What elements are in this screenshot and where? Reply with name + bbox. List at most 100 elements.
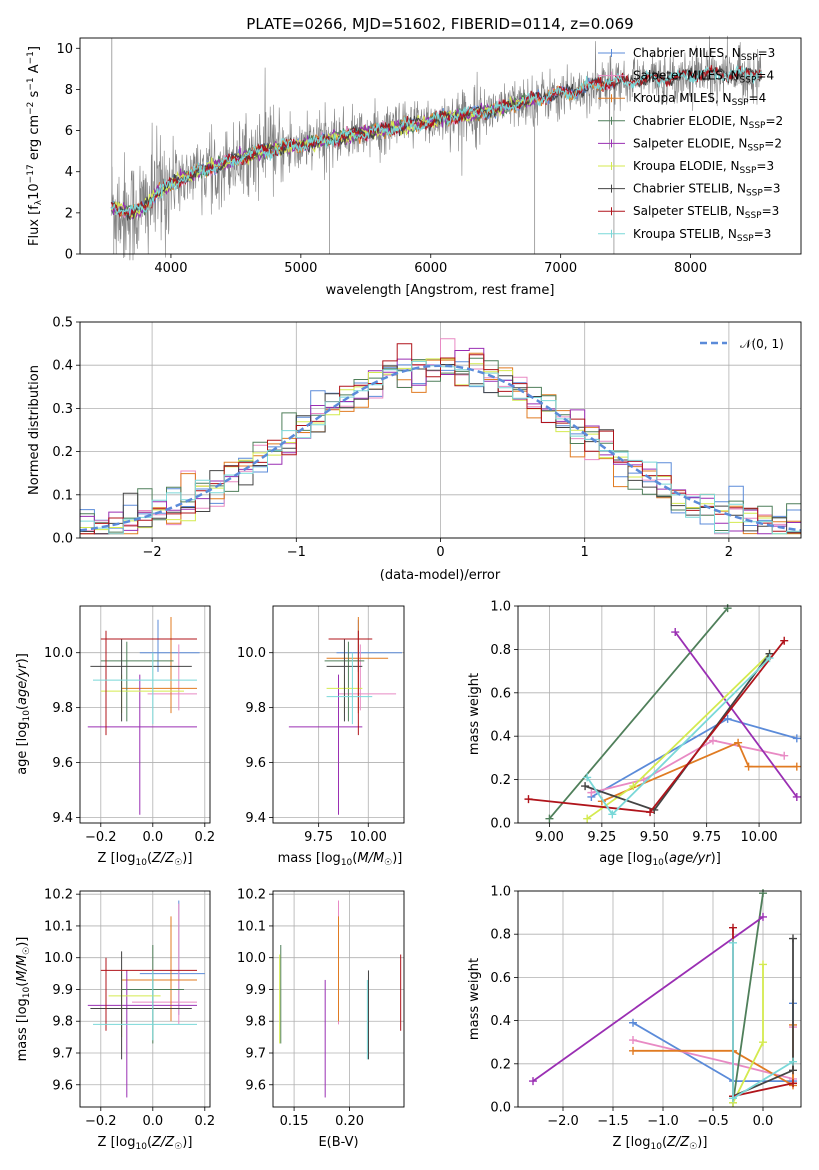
series-marker-kroupa_miles — [744, 762, 753, 771]
series-marker-kroupa_miles — [792, 762, 801, 771]
x-tick-label: 0.2 — [194, 1114, 215, 1129]
y-tick-label: 0.3 — [52, 402, 73, 417]
z-axis-label-part: ( — [147, 1135, 152, 1150]
x-tick-label: 0.15 — [280, 1114, 309, 1129]
spectrum-panel: PLATE=0266, MJD=51602, FIBERID=0114, z=0… — [26, 15, 802, 298]
model-spectrum-chabrier_stelib — [110, 65, 763, 221]
axes-frame — [79, 37, 802, 255]
legend-label-salpeter_miles: Salpeter MILES, NSSP=4 — [633, 69, 774, 86]
series-marker-salpeter_stelib — [524, 795, 533, 804]
mass-axis-label-part: )] — [392, 851, 402, 866]
x-tick-label: 0.0 — [142, 1114, 163, 1129]
x-tick-label: −2 — [143, 545, 162, 560]
x-tick-label: −1.5 — [597, 1114, 629, 1129]
series-marker-kroupa_stelib — [729, 1094, 737, 1103]
z-axis-label: Z [log10(Z/Z☉)] — [98, 851, 193, 868]
z-axis-label-part: ☉ — [689, 1142, 697, 1152]
z-axis-label-part: Z [log — [98, 851, 136, 866]
series-marker-chabrier_stelib — [789, 1066, 797, 1075]
mass-vs-ebv-panel: 0.15 0.20 9.6 9.7 9.8 9.9 10.0 10.1 10.2 E(B-V) — [237, 888, 405, 1150]
mass-y-axis-label-part: )] — [15, 937, 30, 947]
series-marker-salpeter_miles — [587, 788, 596, 797]
x-tick-label: 0.0 — [142, 830, 163, 845]
x-tick-label: −2.0 — [547, 1114, 579, 1129]
legend-label-text: Chabrier ELODIE, N — [633, 114, 749, 128]
y-tick-label: 0.1 — [52, 488, 73, 503]
axes-frame — [517, 890, 802, 1108]
series-marker-kroupa_elodie — [583, 814, 592, 823]
axes-frame — [272, 890, 405, 1108]
y-tick-label: 0.4 — [52, 359, 73, 374]
y-tick-label: 8 — [65, 83, 73, 98]
legend-label-chabrier_stelib: Chabrier STELIB, NSSP=3 — [633, 182, 781, 199]
axes-frame — [79, 321, 802, 539]
series-marker-salpeter_miles — [708, 736, 717, 745]
age-axis-label-part: ( — [664, 851, 669, 866]
legend-normal-label: 𝒩(0, 1) — [740, 337, 784, 351]
y-tick-label: 0.6 — [490, 971, 511, 986]
legend-label-tail: =3 — [758, 46, 776, 60]
y-tick-label: 9.6 — [52, 1078, 73, 1093]
age-axis-label: age [log10(age/yr)] — [599, 851, 721, 868]
series-marker-salpeter_miles — [780, 751, 789, 760]
series-marker-salpeter_elodie — [759, 912, 767, 921]
legend-label-tail: =2 — [765, 114, 783, 128]
legend-label-sub: SSP — [741, 53, 758, 63]
y-tick-label: 9.8 — [245, 1015, 266, 1030]
legend-label-kroupa_stelib: Kroupa STELIB, NSSP=3 — [633, 227, 771, 244]
series-marker-salpeter_elodie — [792, 792, 801, 801]
legend-label-text: Chabrier MILES, N — [633, 46, 741, 60]
legend-label-tail: =3 — [762, 204, 780, 218]
residuals-xlabel: (data-model)/error — [380, 568, 501, 583]
axes-frame — [79, 890, 211, 1108]
mass-y-axis-label-part: 10 — [22, 986, 32, 998]
legend-label-sub: SSP — [747, 143, 764, 153]
z-axis-label-part: Z [log — [98, 1135, 136, 1150]
y-tick-label: 10.2 — [44, 888, 73, 903]
series-marker-kroupa_elodie — [759, 960, 767, 969]
legend-label-salpeter_elodie: Salpeter ELODIE, NSSP=2 — [633, 136, 782, 153]
y-tick-label: 0.0 — [490, 817, 511, 832]
y-tick-label: 9.6 — [52, 756, 73, 771]
mass-y-axis-label: mass [log10(M/M☉)] — [15, 937, 32, 1062]
series-marker-kroupa_miles — [629, 1046, 637, 1055]
series-marker-kroupa_stelib — [583, 773, 592, 782]
z-axis-label-part: 10 — [135, 1142, 147, 1152]
residuals-ylabel: Normed distribution — [27, 365, 42, 495]
legend-label-sub: SSP — [746, 189, 763, 199]
series-marker-chabrier_stelib — [581, 782, 590, 791]
y-tick-label: 0.4 — [490, 1014, 511, 1029]
axes-frame — [517, 605, 802, 824]
age-axis-label-part: age [log — [599, 851, 652, 866]
mass-axis-label-part: ( — [352, 851, 357, 866]
y-tick-label: 0.2 — [52, 445, 73, 460]
x-tick-label: 10.00 — [350, 830, 387, 845]
legend-label-chabrier_elodie: Chabrier ELODIE, NSSP=2 — [633, 114, 783, 131]
series-line-salpeter_elodie — [532, 916, 764, 1082]
z-axis-label-part: ☉ — [174, 1142, 182, 1152]
age-axis-label-part: age/yr — [669, 851, 712, 866]
y-tick-label: 10.0 — [237, 646, 266, 661]
y-tick-label: 0.0 — [52, 532, 73, 547]
legend-label-salpeter_stelib: Salpeter STELIB, NSSP=3 — [633, 204, 779, 221]
legend-label-text: Kroupa MILES, N — [633, 91, 732, 105]
legend-label-sub: SSP — [745, 211, 762, 221]
spectrum-ylabel: Flux [fλ10−17 erg cm−2 s−1 A−1] — [26, 46, 44, 246]
x-tick-label: 4000 — [154, 261, 187, 276]
x-tick-label: −1.0 — [647, 1114, 679, 1129]
z-axis-label-part: 10 — [135, 858, 147, 868]
x-axis-label: E(B-V) — [318, 1135, 358, 1150]
axes-frame — [79, 605, 211, 824]
y-tick-label: 10.0 — [237, 951, 266, 966]
mass-y-axis-label-part: mass [log — [15, 998, 30, 1061]
mass-axis-label-part: 10 — [341, 858, 353, 868]
x-tick-label: 6000 — [414, 261, 447, 276]
y-tick-label: 0 — [65, 248, 73, 263]
weight-vs-age-panel: 9.00 9.25 9.50 9.75 10.00 0.0 0.2 0.4 0.6 0.8 1.0 a… — [467, 600, 802, 868]
x-tick-label: −1 — [287, 545, 306, 560]
y-tick-label: 9.4 — [52, 811, 73, 826]
legend-label-tail: =3 — [756, 159, 774, 173]
series-line-salpeter_elodie — [674, 631, 798, 798]
x-tick-label: −0.2 — [85, 830, 117, 845]
series-marker-kroupa_stelib — [789, 1057, 797, 1066]
